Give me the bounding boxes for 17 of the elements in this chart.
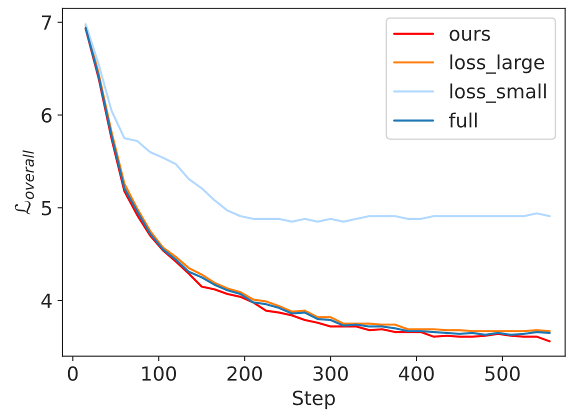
legend-label: ours <box>450 30 490 41</box>
legend-label: full <box>449 112 477 128</box>
y-axis-title: ℒ$_{overall}$ <box>14 150 34 214</box>
y-tick-label: 6 <box>42 108 52 123</box>
y-tick-label: 4 <box>41 294 52 308</box>
legend-label: loss_small <box>450 84 546 103</box>
y-tick-label: 7 <box>42 16 52 30</box>
x-tick-label: 0 <box>68 366 78 381</box>
x-tick-label: 100 <box>142 366 176 381</box>
y-tick-label: 5 <box>42 200 52 216</box>
x-tick-label: 400 <box>398 366 434 381</box>
x-tick-label: 300 <box>314 366 348 381</box>
x-tick-label: 200 <box>228 366 262 381</box>
line-series <box>84 23 551 223</box>
x-axis-title: Step <box>292 390 335 410</box>
x-tick-label: 500 <box>485 366 520 381</box>
legend-label: loss_large <box>450 54 544 74</box>
